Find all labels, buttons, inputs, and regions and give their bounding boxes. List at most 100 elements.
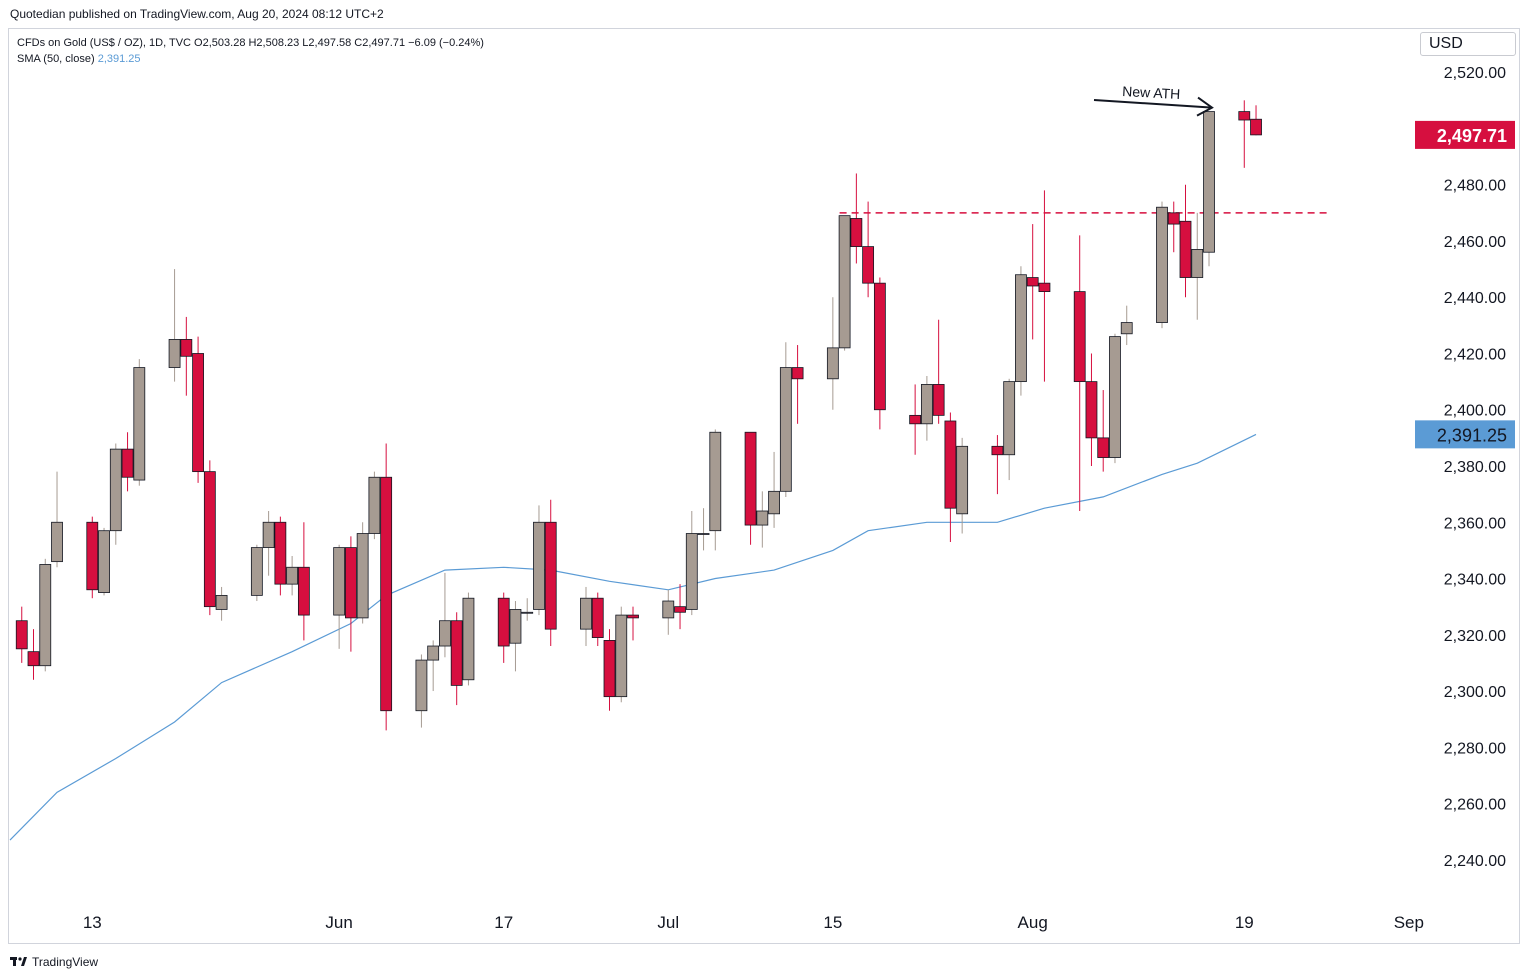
x-tick-label: 19 (1235, 913, 1254, 932)
candle-body (603, 640, 616, 698)
y-tick-label: 2,280.00 (1444, 740, 1506, 757)
candle-body (1003, 381, 1016, 456)
candle-body (627, 614, 639, 619)
candle-body (250, 547, 263, 596)
candle-body (956, 445, 969, 515)
candle-body (380, 476, 393, 712)
candle-body (415, 659, 428, 712)
candle-body (192, 353, 204, 473)
candle-body (674, 606, 686, 613)
candle-body (356, 533, 369, 619)
chart-frame (8, 28, 1520, 944)
y-tick-label: 2,480.00 (1444, 178, 1506, 195)
candle-body (1015, 274, 1027, 383)
candle-body (768, 490, 780, 515)
candle-body (27, 651, 40, 667)
candle-body (15, 620, 28, 650)
candle-body (1203, 111, 1215, 253)
candle-body (86, 521, 99, 591)
candle-body (344, 547, 357, 619)
candle-body (51, 521, 63, 563)
candle-body (368, 476, 381, 534)
candle-body (862, 246, 875, 284)
sma-price-badge (1415, 420, 1515, 449)
candle-body (580, 597, 592, 630)
tradingview-logo-icon (10, 957, 27, 966)
candle-body (909, 414, 922, 425)
candle-body (826, 347, 839, 380)
publisher-line: Quotedian published on TradingView.com, … (10, 7, 384, 21)
candle-body (756, 510, 769, 526)
y-tick-label: 2,520.00 (1444, 65, 1506, 82)
last-price-label: 2,497.71 (1437, 126, 1507, 146)
y-tick-label: 2,440.00 (1444, 290, 1506, 307)
candle-body (1156, 206, 1168, 323)
candle-body (168, 339, 181, 368)
candle-body (1026, 277, 1039, 287)
candle-body (180, 339, 193, 357)
y-tick-label: 2,460.00 (1444, 234, 1506, 251)
x-tick-label: 13 (83, 913, 102, 932)
sma-legend-value: 2,391.25 (97, 53, 141, 65)
candle-body (521, 611, 534, 614)
candle-body (685, 533, 698, 610)
y-tick-label: 2,240.00 (1444, 853, 1506, 870)
candle-body (109, 448, 122, 532)
tradingview-footer: TradingView (10, 955, 98, 969)
y-tick-label: 2,420.00 (1444, 346, 1506, 363)
y-tick-label: 2,320.00 (1444, 628, 1506, 645)
candle-body (297, 566, 310, 616)
candle-body (1073, 291, 1086, 383)
candle-body (591, 597, 604, 638)
annotation-arrow-head (1196, 96, 1214, 117)
candle-body (1191, 249, 1204, 278)
annotation-arrow-line (1093, 99, 1213, 109)
x-tick-label: Jul (657, 913, 679, 932)
candle-body (1179, 220, 1192, 278)
candle-body (744, 431, 757, 526)
candle-body (203, 471, 216, 608)
annotation-text: New ATH (1122, 83, 1181, 102)
candle-body (544, 521, 557, 630)
candle-body (1038, 282, 1051, 292)
candle-body (791, 367, 804, 380)
candle-body (497, 597, 510, 647)
candle-body (1120, 322, 1133, 335)
candle-body (615, 614, 628, 698)
x-tick-label: Sep (1394, 913, 1424, 932)
y-tick-label: 2,260.00 (1444, 797, 1506, 814)
y-tick-label: 2,360.00 (1444, 515, 1506, 532)
candle-body (427, 645, 440, 661)
candle-body (439, 620, 451, 647)
candle-body (121, 448, 134, 478)
symbol-ohlc-legend: CFDs on Gold (US$ / OZ), 1D, TVC O2,503.… (17, 37, 484, 49)
candle-body (1085, 381, 1098, 439)
chart-legend: CFDs on Gold (US$ / OZ), 1D, TVC O2,503.… (17, 35, 484, 67)
candle-body (944, 420, 957, 509)
candle-body (873, 282, 886, 411)
x-tick-label: Aug (1018, 913, 1048, 932)
candle-body (333, 547, 346, 616)
candle-body (779, 367, 792, 492)
y-tick-label: 2,400.00 (1444, 403, 1506, 420)
candle-body (932, 384, 945, 416)
candle-body (662, 600, 675, 619)
candle-body (215, 594, 228, 610)
sma-legend: SMA (50, close) 2,391.25 (17, 51, 484, 67)
last-price-badge (1415, 120, 1515, 149)
x-tick-label: 15 (823, 913, 842, 932)
candle-body (850, 218, 863, 247)
currency-button[interactable]: USD (1420, 32, 1516, 56)
sma-legend-label: SMA (50, close) (17, 53, 95, 65)
candle-body (462, 597, 475, 681)
candle-body (133, 367, 146, 481)
candle-body (920, 384, 933, 425)
candle-body (39, 564, 52, 667)
candle-body (1250, 118, 1262, 136)
y-tick-label: 2,380.00 (1444, 459, 1506, 476)
candle-body (274, 521, 287, 585)
candle-body (1238, 111, 1251, 121)
x-tick-label: 17 (494, 913, 513, 932)
candle-body (1167, 212, 1180, 225)
